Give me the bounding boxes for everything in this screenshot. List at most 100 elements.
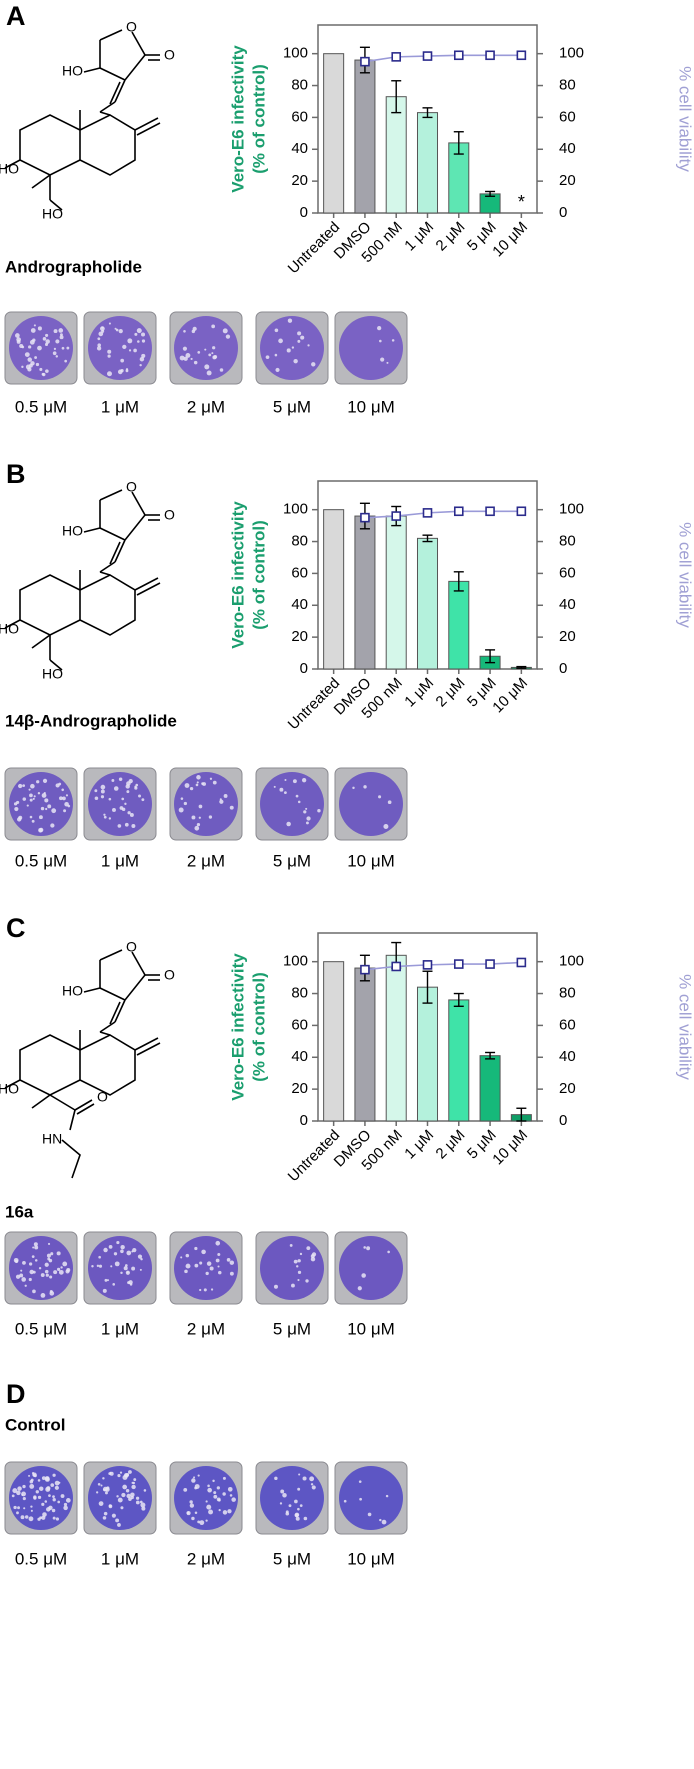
plaque xyxy=(28,345,32,349)
plaque xyxy=(33,795,36,798)
plaque xyxy=(310,1483,314,1486)
plaque xyxy=(295,1516,300,1521)
plaque xyxy=(16,800,20,804)
viability-marker xyxy=(453,506,464,517)
atom-label: O xyxy=(126,19,137,35)
plaque xyxy=(197,1520,201,1524)
plaque xyxy=(206,1261,212,1266)
y2-axis-label: % cell viability xyxy=(676,66,694,172)
plaque xyxy=(44,1476,50,1481)
bond xyxy=(114,999,126,1023)
viability-marker xyxy=(422,51,433,61)
plaque xyxy=(56,1267,61,1271)
plaque xyxy=(96,346,102,351)
plaque xyxy=(13,1505,17,1510)
well-label: 2 μM xyxy=(187,1319,225,1338)
plaque xyxy=(44,1500,48,1503)
plaque xyxy=(24,352,30,358)
plaque xyxy=(29,1483,35,1489)
bond xyxy=(131,951,146,976)
viability-marker xyxy=(453,50,464,61)
plaque xyxy=(120,1244,125,1250)
plaque xyxy=(197,351,201,354)
well-label: 1 μM xyxy=(101,397,139,416)
x-tick-label: 2 μM xyxy=(433,675,469,711)
plaque xyxy=(108,322,111,325)
plaque xyxy=(303,1516,308,1521)
plaque xyxy=(273,785,276,788)
bond xyxy=(109,541,121,565)
atom-label: HO xyxy=(0,1081,19,1097)
plaque xyxy=(103,1247,108,1253)
plaque xyxy=(135,783,139,787)
bond xyxy=(69,1109,76,1131)
panel-letter: A xyxy=(6,1,26,31)
plaque xyxy=(134,332,138,336)
plaque xyxy=(29,339,35,345)
plaque xyxy=(28,788,31,791)
plaque xyxy=(16,1490,21,1496)
bond xyxy=(136,122,161,136)
bond xyxy=(19,574,81,636)
plaque xyxy=(199,1288,202,1292)
plaque xyxy=(287,318,293,323)
bar xyxy=(448,580,470,670)
plaque xyxy=(43,791,46,795)
bond xyxy=(114,539,126,563)
bond xyxy=(99,561,116,573)
plaque xyxy=(205,1271,209,1276)
y-tick-label: 0 xyxy=(300,204,308,221)
viability-marker xyxy=(360,56,370,67)
plaque xyxy=(122,344,127,350)
plaque xyxy=(184,783,190,788)
plaque xyxy=(225,334,231,339)
bond xyxy=(99,29,123,41)
viability-line xyxy=(364,961,522,971)
plaque xyxy=(125,369,129,373)
plaque xyxy=(115,328,119,332)
plaque xyxy=(299,1252,303,1256)
bar xyxy=(323,53,345,214)
plaque xyxy=(104,1491,108,1495)
viability-marker xyxy=(516,506,527,517)
plaque xyxy=(30,1478,34,1482)
plaque xyxy=(196,822,201,827)
plaque xyxy=(183,330,186,333)
plaque xyxy=(279,1502,283,1505)
y2-tick-label: 60 xyxy=(559,1016,576,1033)
plaque xyxy=(108,1245,113,1249)
plaque xyxy=(51,1508,56,1513)
plaque xyxy=(118,777,123,781)
plaque xyxy=(185,352,191,358)
bar xyxy=(385,954,407,1122)
plaque xyxy=(41,1515,46,1520)
plaque xyxy=(62,796,66,801)
y2-tick-label: 20 xyxy=(559,1080,576,1097)
plaque xyxy=(218,1509,221,1512)
plaque xyxy=(40,806,45,811)
viability-marker xyxy=(391,961,402,972)
plaque xyxy=(274,328,279,333)
plaque xyxy=(45,1273,49,1277)
plaque xyxy=(139,1500,143,1504)
well-label: 0.5 μM xyxy=(15,1549,67,1568)
plaque xyxy=(274,353,278,357)
plaque xyxy=(125,1488,130,1493)
plaque xyxy=(52,1473,56,1477)
plaque xyxy=(131,1484,136,1490)
plaque xyxy=(231,1497,236,1502)
plaque xyxy=(126,1493,131,1499)
bond xyxy=(31,634,51,649)
well-label: 5 μM xyxy=(273,1319,311,1338)
plaque xyxy=(391,339,395,342)
well xyxy=(339,316,403,380)
plaque xyxy=(119,1471,123,1474)
plaque xyxy=(209,1266,214,1271)
plaque xyxy=(47,1242,51,1246)
atom-label: HO xyxy=(42,206,63,222)
viability-marker xyxy=(453,959,464,969)
bond xyxy=(79,574,136,636)
plaque xyxy=(103,1511,108,1516)
plaque xyxy=(24,1515,29,1519)
plaque xyxy=(307,344,310,347)
